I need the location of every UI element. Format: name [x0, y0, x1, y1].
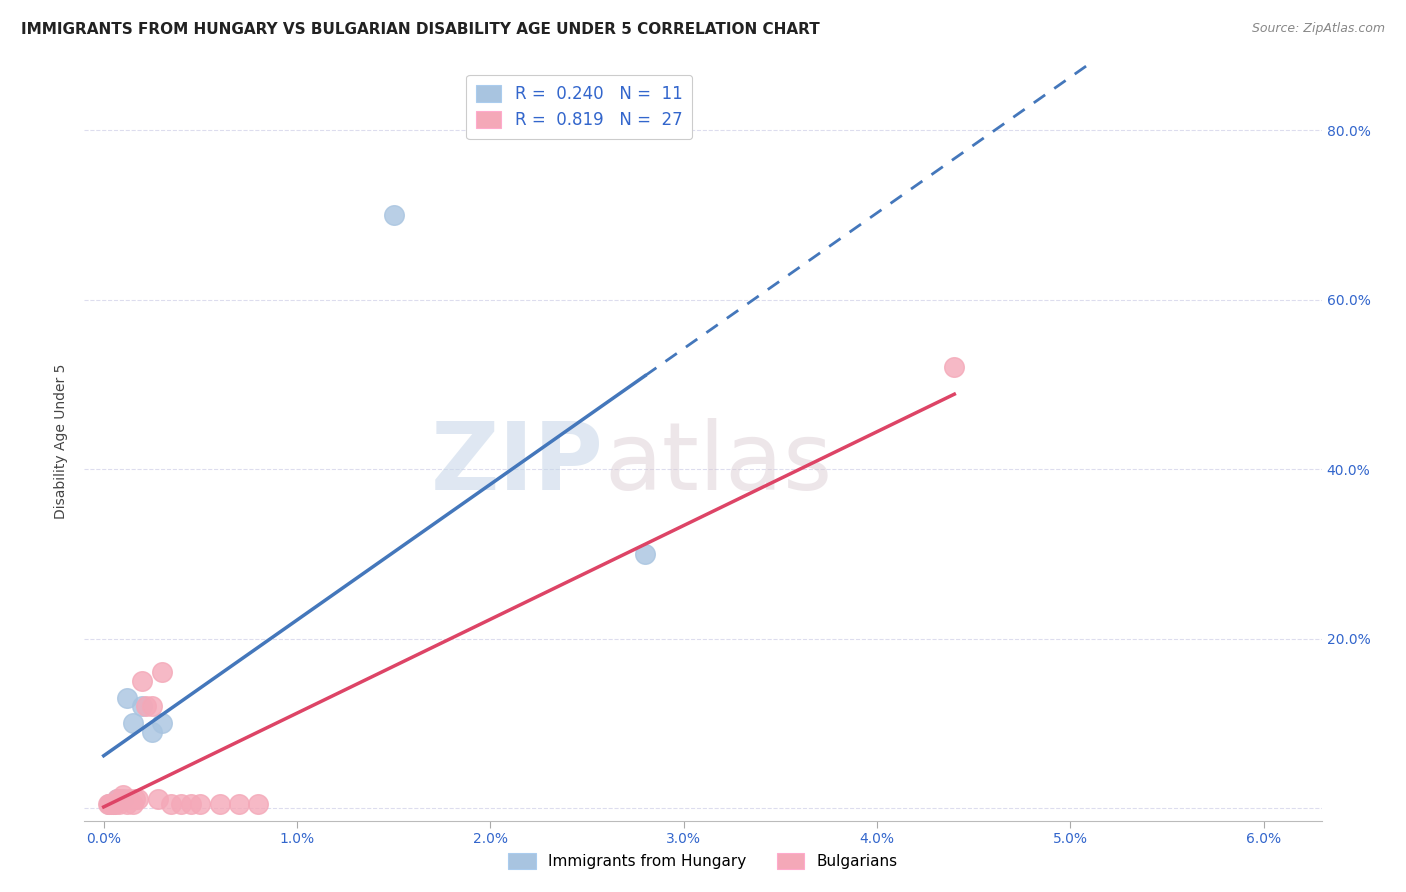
- Point: [111, 789, 135, 803]
- Text: ZIP: ZIP: [432, 418, 605, 510]
- Text: atlas: atlas: [605, 418, 832, 510]
- Point: [103, 797, 125, 811]
- Point: [146, 792, 169, 806]
- Point: [247, 797, 270, 811]
- Point: [208, 797, 231, 811]
- Text: Source: ZipAtlas.com: Source: ZipAtlas.com: [1251, 22, 1385, 36]
- Point: [180, 797, 202, 811]
- Point: [170, 797, 193, 811]
- Point: [188, 797, 212, 811]
- Point: [228, 797, 250, 811]
- Point: [96, 797, 118, 811]
- Point: [105, 792, 128, 806]
- Point: [98, 797, 121, 811]
- Point: [105, 792, 128, 806]
- Point: [131, 673, 153, 688]
- Point: [127, 792, 149, 806]
- Point: [943, 360, 966, 375]
- Legend: R =  0.240   N =  11, R =  0.819   N =  27: R = 0.240 N = 11, R = 0.819 N = 27: [467, 75, 692, 139]
- Point: [108, 797, 131, 811]
- Point: [141, 699, 163, 714]
- Point: [111, 792, 135, 806]
- Point: [150, 716, 173, 731]
- Point: [98, 797, 121, 811]
- Point: [141, 724, 163, 739]
- Point: [118, 792, 141, 806]
- Point: [103, 797, 125, 811]
- Point: [121, 797, 143, 811]
- Point: [100, 797, 122, 811]
- Point: [135, 699, 157, 714]
- Point: [150, 665, 173, 680]
- Point: [382, 208, 405, 222]
- Y-axis label: Disability Age Under 5: Disability Age Under 5: [55, 364, 69, 519]
- Point: [115, 690, 138, 705]
- Legend: Immigrants from Hungary, Bulgarians: Immigrants from Hungary, Bulgarians: [502, 847, 904, 875]
- Point: [160, 797, 183, 811]
- Point: [104, 797, 127, 811]
- Point: [131, 699, 153, 714]
- Point: [124, 792, 146, 806]
- Point: [115, 797, 138, 811]
- Point: [110, 792, 132, 806]
- Point: [121, 716, 143, 731]
- Text: IMMIGRANTS FROM HUNGARY VS BULGARIAN DISABILITY AGE UNDER 5 CORRELATION CHART: IMMIGRANTS FROM HUNGARY VS BULGARIAN DIS…: [21, 22, 820, 37]
- Point: [634, 547, 657, 561]
